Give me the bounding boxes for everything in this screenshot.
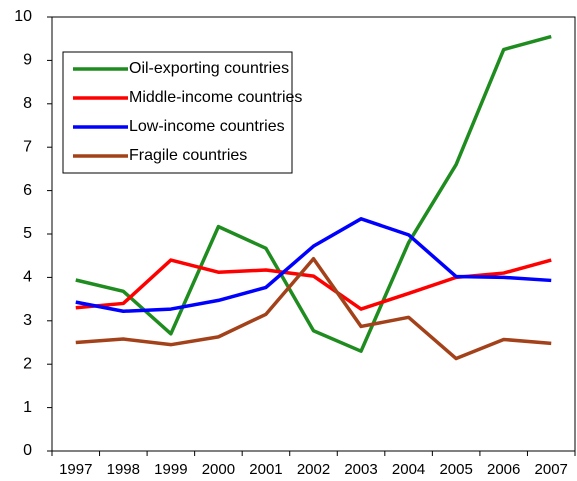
- legend: Oil-exporting countries Middle-income cou…: [62, 51, 302, 174]
- legend-label: Fragile countries: [129, 147, 247, 164]
- y-tick-label: 4: [23, 269, 32, 286]
- y-tick-label: 1: [23, 399, 32, 416]
- x-tick-label: 2001: [249, 461, 282, 478]
- y-tick-label: 2: [23, 355, 32, 372]
- legend-label: Middle-income countries: [129, 89, 302, 106]
- y-tick-label: 7: [23, 138, 32, 155]
- series-line: [75, 256, 552, 361]
- y-tick-label: 9: [23, 52, 32, 69]
- x-tick-label: 2002: [297, 461, 330, 478]
- x-tick-label: 2005: [439, 461, 472, 478]
- legend-label: Low-income countries: [129, 118, 285, 135]
- legend-box: [62, 51, 293, 174]
- x-tick-label: 1997: [59, 461, 92, 478]
- series-line: [75, 34, 552, 353]
- y-tick-label: 5: [23, 225, 32, 242]
- series-line: [75, 217, 552, 314]
- y-tick-label: 3: [23, 312, 32, 329]
- series-line: [75, 258, 552, 311]
- y-tick-label: 8: [23, 95, 32, 112]
- x-tick-label: 2007: [535, 461, 568, 478]
- legend-label: Oil-exporting countries: [129, 60, 289, 77]
- y-tick-label: 6: [23, 182, 32, 199]
- x-tick-label: 1998: [107, 461, 140, 478]
- x-tick-label: 2006: [487, 461, 520, 478]
- x-tick-label: 2004: [392, 461, 425, 478]
- x-tick-label: 2000: [202, 461, 235, 478]
- x-tick-label: 1999: [154, 461, 187, 478]
- x-tick-label: 2003: [344, 461, 377, 478]
- y-tick-label: 10: [14, 8, 32, 25]
- y-tick-label: 0: [23, 442, 32, 459]
